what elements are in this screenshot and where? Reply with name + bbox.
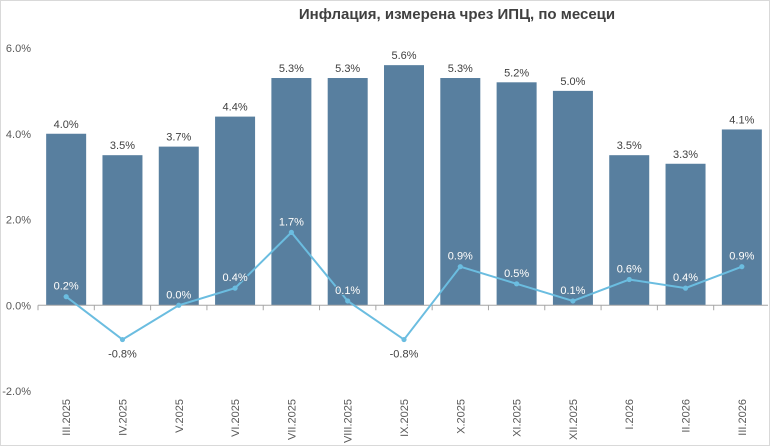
bar <box>665 163 706 306</box>
line-point <box>570 298 576 304</box>
bar-value-label: 4.4% <box>223 102 248 114</box>
line-value-label: -0.8% <box>108 349 137 361</box>
y-tick-label: 0.0% <box>6 300 31 312</box>
bar <box>46 133 87 306</box>
bar <box>384 65 424 306</box>
line-value-label: 0.5% <box>504 268 529 280</box>
bar <box>609 155 650 306</box>
x-tick-label: VI.2025 <box>230 399 242 437</box>
chart-title: Инфлация, измерена чрез ИПЦ, по месеци <box>299 6 615 23</box>
bar-value-label: 5.3% <box>279 63 304 75</box>
line-point <box>176 302 182 308</box>
bar-value-label: 3.7% <box>166 132 191 144</box>
bar <box>327 78 368 306</box>
line-value-label: 0.9% <box>448 251 473 263</box>
line-point <box>119 336 126 343</box>
line-point <box>514 281 520 287</box>
bar <box>158 146 199 306</box>
x-tick-label: VII.2025 <box>286 399 298 440</box>
line-point <box>288 229 294 235</box>
line-point <box>739 264 745 270</box>
x-tick-label: III.2025 <box>61 399 73 436</box>
line-value-label: 0.1% <box>560 285 585 297</box>
line-value-label: 0.4% <box>223 272 248 284</box>
line-series <box>63 229 745 343</box>
bar-series <box>46 65 762 306</box>
bar <box>721 129 762 306</box>
line-value-label: 0.6% <box>617 264 642 276</box>
bar-value-label: 3.5% <box>617 140 642 152</box>
bar-value-label: 4.0% <box>54 119 79 131</box>
line-value-label: 0.4% <box>673 272 698 284</box>
x-tick-label: VIII.2025 <box>343 399 355 443</box>
line-value-label: 0.9% <box>729 251 754 263</box>
line-point <box>626 276 632 283</box>
bar <box>496 82 537 306</box>
x-tick-label: X.2025 <box>455 399 467 434</box>
line-value-label: 0.1% <box>335 285 360 297</box>
line-value-label: 0.0% <box>166 289 191 301</box>
bar-value-label: 5.6% <box>391 50 416 62</box>
bar <box>271 78 312 306</box>
line-point <box>345 298 351 304</box>
x-tick-label: V.2025 <box>174 399 186 433</box>
data-labels: 4.0% 3.5% 3.7% 4.4% 5.3% 5.3% 5.6% 5.3% 5.2% 5.0%… <box>53 50 756 361</box>
line-point <box>457 264 463 270</box>
x-tick-label: II.2026 <box>681 399 693 433</box>
y-tick-label: 6.0% <box>6 43 31 55</box>
line-value-label: 1.7% <box>279 216 304 228</box>
y-tick-label: -2.0% <box>2 386 31 398</box>
bar-value-label: 5.2% <box>504 67 529 79</box>
line-point <box>63 294 69 300</box>
bar-value-label: 5.3% <box>448 63 473 75</box>
x-tick-label: XI.2025 <box>512 399 524 437</box>
y-axis: -2.0% 0.0% 2.0% 4.0% 6.0% <box>2 43 31 398</box>
bar-value-label: 3.3% <box>673 149 698 161</box>
bar-value-label: 5.0% <box>560 76 585 88</box>
line-point <box>232 285 238 291</box>
line-value-label: -0.8% <box>390 349 419 361</box>
bar-value-label: 4.1% <box>729 114 754 126</box>
line-point <box>401 336 407 343</box>
bar <box>102 155 143 306</box>
bar-value-label: 3.5% <box>110 140 135 152</box>
bar <box>552 90 593 306</box>
x-tick-label: III.2026 <box>737 399 749 436</box>
y-tick-label: 4.0% <box>6 129 31 141</box>
bar-value-label: 5.3% <box>335 63 360 75</box>
line-point <box>682 285 689 291</box>
x-tick-label: IX.2025 <box>399 399 411 437</box>
y-tick-label: 2.0% <box>6 215 31 227</box>
x-axis: III.2025 IV.2025 V.2025 VI.2025 VII.2025 VIII… <box>37 304 768 443</box>
x-tick-label: XII.2025 <box>568 399 580 440</box>
x-tick-label: I.2026 <box>624 399 636 430</box>
x-tick-label: IV.2025 <box>117 399 129 436</box>
line-value-label: 0.2% <box>54 281 79 293</box>
